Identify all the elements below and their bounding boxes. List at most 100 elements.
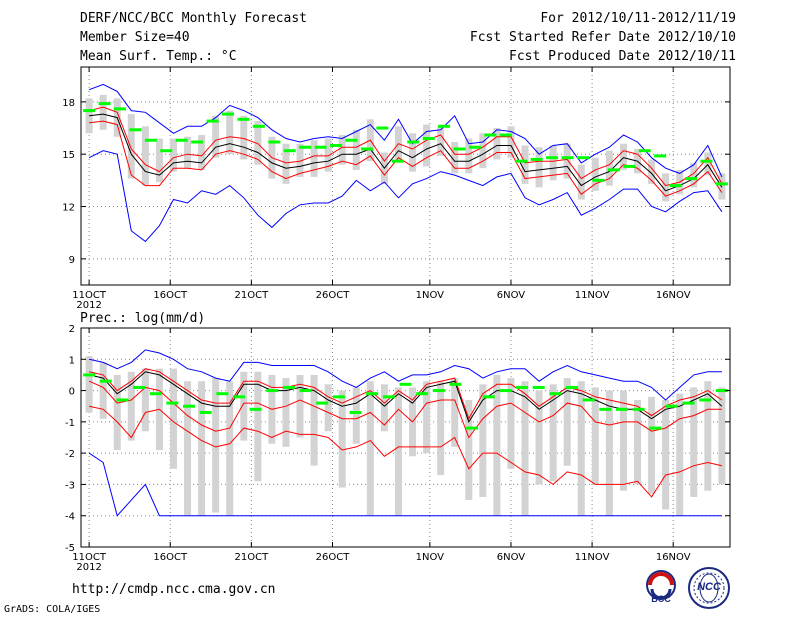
x-tick-label: 1NOV <box>416 552 445 563</box>
spread-bar <box>591 157 599 191</box>
observed-marker <box>299 389 312 393</box>
spread-bar <box>282 378 290 447</box>
spread-bar <box>465 138 473 174</box>
observed-marker <box>449 382 462 386</box>
forecast-period-label: For 2012/10/11-2012/11/19 <box>540 11 736 26</box>
x-tick-label: 16OCT <box>153 290 188 301</box>
precipitation-panel: -5 -4 -3 -2 -1 0 1 2 11OCT 16OCT 21OCT 26OCT 1NOV 6NO… <box>65 324 731 573</box>
spread-bar <box>521 145 529 184</box>
spread-bar <box>310 374 318 466</box>
observed-marker <box>561 156 574 160</box>
x-tick-label: 6NOV <box>497 290 526 301</box>
spread-bar <box>338 390 346 488</box>
spread-bar <box>507 126 515 158</box>
x-tick-label: 11OCT <box>72 290 107 301</box>
observed-marker <box>407 140 420 144</box>
spread-bar <box>437 381 445 476</box>
observed-marker <box>83 109 96 113</box>
y-tick-label: -2 <box>65 449 75 460</box>
observed-marker <box>466 426 479 430</box>
ncc-logo-icon <box>688 567 730 609</box>
spread-bar <box>155 138 163 183</box>
spread-bar <box>212 115 220 158</box>
chart-title: DERF/NCC/BCC Monthly Forecast <box>80 11 307 26</box>
spread-bar <box>563 378 571 466</box>
observed-marker <box>144 138 157 142</box>
observed-marker <box>566 385 579 389</box>
observed-marker <box>515 159 528 163</box>
observed-marker <box>116 398 129 402</box>
member-size-label: Member Size=40 <box>80 30 190 45</box>
spread-bar <box>366 381 374 516</box>
spread-bar <box>198 135 206 170</box>
spread-bar <box>169 368 177 469</box>
spread-bar <box>591 387 599 485</box>
spread-bar <box>240 115 248 160</box>
spread-bar <box>296 143 304 177</box>
x-tick-label: 16OCT <box>153 552 188 563</box>
spread-bar <box>634 399 642 485</box>
observed-marker <box>166 401 179 405</box>
series-line-max <box>88 349 722 401</box>
spread-bar <box>507 378 515 469</box>
spread-bar <box>549 384 557 482</box>
observed-marker <box>129 128 142 132</box>
source-url-link[interactable]: http://cmdp.ncc.cma.gov.cn <box>72 582 276 597</box>
y-tick-label: 2 <box>69 324 75 335</box>
observed-marker <box>175 138 188 142</box>
spread-bar <box>380 384 388 432</box>
x-tick-label: 1NOV <box>416 290 445 301</box>
spread-bar <box>169 138 177 172</box>
observed-marker <box>499 133 512 137</box>
observed-marker <box>345 138 358 142</box>
bcc-logo: BCC <box>640 568 682 608</box>
observed-marker <box>191 140 204 144</box>
observed-marker <box>83 373 96 377</box>
spread-bar <box>113 374 121 451</box>
spread-bar <box>493 374 501 516</box>
observed-marker <box>113 107 126 111</box>
precip-panel-title: Prec.: log(mm/d) <box>80 311 205 326</box>
observed-marker <box>546 156 559 160</box>
series-line-ens_low <box>88 380 722 439</box>
observed-marker <box>382 395 395 399</box>
spread-bar <box>648 396 656 494</box>
spread-bar <box>605 150 613 186</box>
spread-bar <box>704 381 712 491</box>
observed-marker <box>282 385 295 389</box>
ncc-logo: NCC <box>686 566 732 610</box>
observed-marker <box>376 126 389 130</box>
y-tick-label: -5 <box>65 543 75 554</box>
observed-marker <box>332 395 345 399</box>
observed-marker <box>632 407 645 411</box>
spread-bar <box>184 136 192 169</box>
spread-bar <box>423 124 431 167</box>
spread-bar <box>324 384 332 432</box>
observed-marker <box>649 426 662 430</box>
spread-bar <box>423 381 431 454</box>
spread-bar <box>451 378 459 447</box>
observed-marker <box>237 117 250 121</box>
series-line-ensemble_mean <box>89 113 723 192</box>
spread-bar <box>437 126 445 156</box>
x-year-label: 2012 <box>76 562 101 573</box>
spread-bar <box>127 114 135 179</box>
y-tick-label: 9 <box>69 255 75 266</box>
spread-bar <box>605 390 613 516</box>
spread-bar <box>352 387 360 444</box>
series-line-ens_high <box>88 106 723 187</box>
spread-bar <box>141 368 149 432</box>
observed-marker <box>249 407 262 411</box>
observed-marker <box>549 392 562 396</box>
observed-marker <box>252 124 265 128</box>
observed-marker <box>607 168 620 172</box>
spread-bar <box>352 129 360 170</box>
spread-bar <box>563 143 571 179</box>
observed-marker <box>685 177 698 181</box>
refer-date-label: Fcst Started Refer Date 2012/10/10 <box>469 30 736 45</box>
observed-marker <box>699 398 712 402</box>
series-line-ens_low <box>89 120 723 197</box>
observed-marker <box>98 102 111 106</box>
ncc-logo-text: NCC <box>697 581 721 593</box>
series-line-max <box>88 83 723 178</box>
